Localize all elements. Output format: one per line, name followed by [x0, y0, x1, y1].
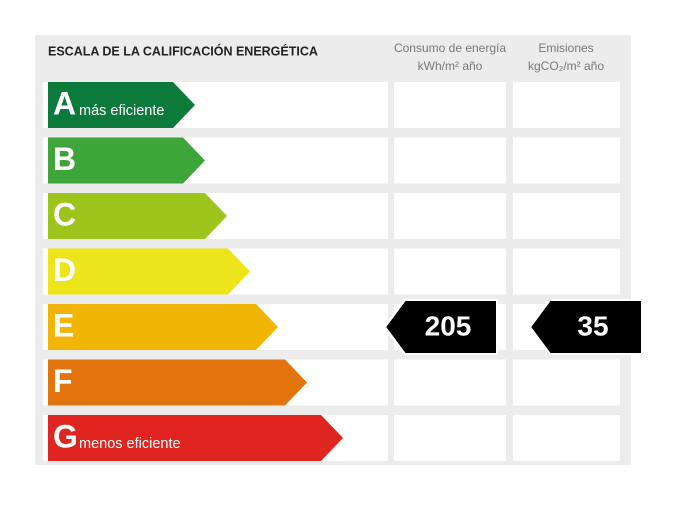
value: 35	[577, 310, 608, 341]
rating-label: menos eficiente	[79, 436, 181, 452]
rating-arrow	[48, 193, 227, 239]
rating-letter: B	[53, 141, 76, 177]
cell	[513, 415, 620, 461]
rating-letter: G	[53, 418, 78, 454]
title: ESCALA DE LA CALIFICACIÓN ENERGÉTICA	[48, 43, 318, 58]
rating-arrow	[48, 359, 307, 406]
value-badge	[383, 299, 498, 355]
column-header: Emisiones	[538, 41, 593, 55]
rating-letter: E	[53, 307, 74, 343]
cell	[394, 248, 506, 295]
value-badge	[528, 299, 643, 355]
rating-label: más eficiente	[79, 103, 164, 119]
rating-arrow	[48, 304, 278, 350]
rating-arrow	[48, 82, 195, 128]
cell	[394, 82, 506, 128]
cell	[513, 193, 620, 239]
column-unit: kWh/m² año	[418, 59, 483, 73]
column-header: Consumo de energía	[394, 41, 506, 55]
cell	[394, 193, 506, 239]
value: 205	[425, 310, 472, 341]
column-unit: kgCO₂/m² año	[528, 59, 604, 73]
rating-letter: F	[53, 363, 73, 399]
cell	[513, 359, 620, 406]
rating-arrow	[48, 137, 205, 184]
rating-letter: A	[53, 85, 76, 121]
rating-letter: C	[53, 196, 76, 232]
cell	[513, 248, 620, 295]
cell	[394, 359, 506, 406]
cell	[394, 137, 506, 184]
cell	[394, 415, 506, 461]
cell	[513, 82, 620, 128]
rating-letter: D	[53, 252, 76, 288]
rating-arrow	[48, 415, 343, 461]
rating-arrow	[48, 248, 250, 295]
cell	[513, 137, 620, 184]
